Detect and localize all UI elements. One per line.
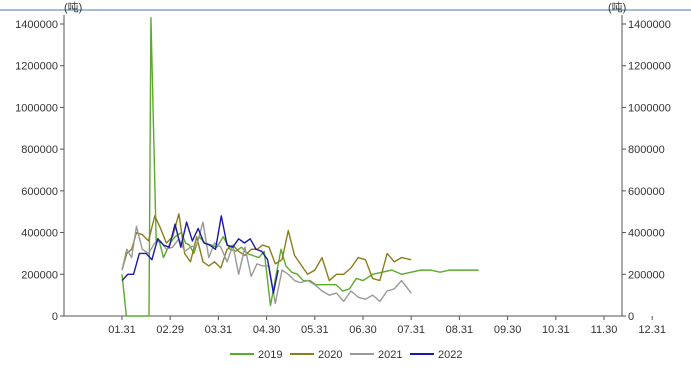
y-tick-label-right: 200000 <box>628 269 665 281</box>
y-tick-label-right: 1000000 <box>628 102 671 114</box>
series-line-2021 <box>121 221 412 305</box>
left-unit-label: (吨) <box>64 1 82 14</box>
y-tick-label-left: 0 <box>52 311 58 323</box>
x-axis-ticks: 01.31 02.29 03.31 04.30 05.31 06.30 07.31 08.31… <box>108 316 666 336</box>
legend: 2019 2020 2021 2022 <box>230 349 462 361</box>
x-tick-label: 02.29 <box>156 324 184 336</box>
series-lines <box>121 17 479 317</box>
series-line-2019 <box>121 17 479 317</box>
y-axis-ticks: 0 0 200000 200000 400000 400000 600000 600000 80… <box>15 19 671 323</box>
x-tick-label: 06.30 <box>349 324 377 336</box>
x-tick-label: 11.30 <box>591 324 618 336</box>
series-line-2020 <box>121 213 412 282</box>
series-line-2022 <box>121 215 279 294</box>
y-tick-label-right: 600000 <box>628 186 665 198</box>
y-tick-label-left: 1200000 <box>15 61 58 73</box>
y-tick-label-right: 1200000 <box>628 61 671 73</box>
x-tick-label: 05.31 <box>301 324 329 336</box>
x-tick-label: 12.31 <box>638 324 666 336</box>
y-tick-label-right: 0 <box>628 311 634 323</box>
y-tick-label-left: 800000 <box>21 144 58 156</box>
legend-label-2021: 2021 <box>378 349 402 361</box>
y-tick-label-left: 600000 <box>21 186 58 198</box>
y-tick-label-left: 400000 <box>21 228 58 240</box>
right-unit-label: (吨) <box>608 1 626 14</box>
y-tick-label-right: 800000 <box>628 144 665 156</box>
x-tick-label: 07.31 <box>397 324 425 336</box>
y-tick-label-right: 1400000 <box>628 19 671 31</box>
y-tick-label-left: 1000000 <box>15 102 58 114</box>
legend-label-2019: 2019 <box>258 349 282 361</box>
x-tick-label: 04.30 <box>253 324 281 336</box>
x-tick-label: 01.31 <box>108 324 136 336</box>
x-tick-label: 03.31 <box>205 324 233 336</box>
legend-label-2022: 2022 <box>438 349 462 361</box>
x-tick-label: 10.31 <box>542 324 570 336</box>
x-tick-label: 09.30 <box>494 324 522 336</box>
y-tick-label-left: 200000 <box>21 269 58 281</box>
y-tick-label-left: 1400000 <box>15 19 58 31</box>
legend-label-2020: 2020 <box>318 349 342 361</box>
x-tick-label: 08.31 <box>446 324 474 336</box>
y-tick-label-right: 400000 <box>628 228 665 240</box>
